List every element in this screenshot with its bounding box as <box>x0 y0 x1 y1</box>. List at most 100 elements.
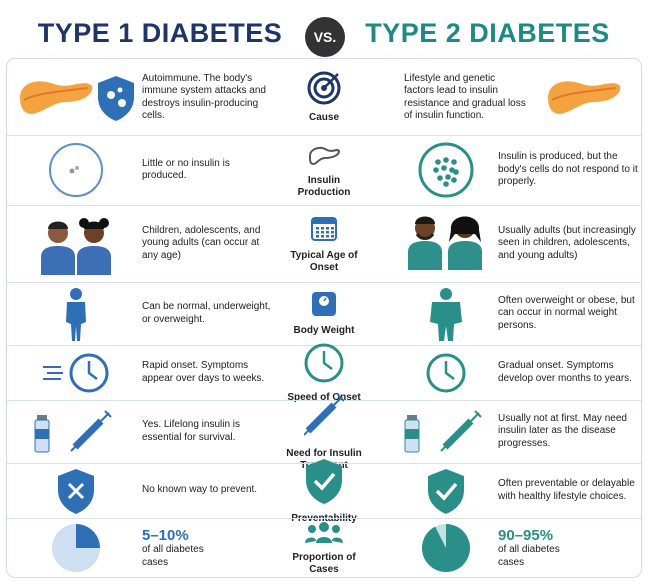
icon-path <box>429 301 462 341</box>
type2-icon <box>398 400 493 463</box>
criterion-icon <box>302 456 346 510</box>
type2-icon <box>526 60 638 135</box>
icon-svg <box>308 146 341 165</box>
icon-rect <box>331 235 334 238</box>
icon-path <box>442 418 473 449</box>
icon-svg <box>52 524 100 572</box>
icon-svg <box>307 71 341 105</box>
criterion-label: Typical Age of Onset <box>290 250 358 273</box>
icon-circle <box>418 142 473 198</box>
icon-path <box>322 351 333 370</box>
icon-circle <box>307 71 341 105</box>
icon-circle <box>319 521 329 532</box>
icon-rect <box>312 218 336 224</box>
type1-text: Can be normal, underweight, or overweigh… <box>142 301 271 325</box>
icon-path <box>323 297 327 302</box>
icon-g <box>303 394 345 436</box>
criterion-label: Insulin Production <box>297 174 351 198</box>
criterion-icon <box>303 391 345 445</box>
type2-text: Often preventable or delayable with heal… <box>498 478 635 502</box>
criterion-icon <box>307 71 341 109</box>
icon-path <box>551 86 617 101</box>
type1-highlight: 5–10% <box>142 527 189 544</box>
criterion: Proportion of Cases <box>282 518 366 578</box>
criterion: Need for Insulin Treatment <box>282 394 366 471</box>
icon-path <box>70 409 112 452</box>
icon-svg <box>58 468 94 514</box>
icon-path <box>66 301 86 341</box>
icon-rect <box>35 428 49 439</box>
type2-caption: of all diabetes cases <box>498 544 560 568</box>
type2-text: Usually adults (but increasingly seen in… <box>498 224 636 261</box>
type1-text: Yes. Lifelong insulin is essential for s… <box>142 419 241 443</box>
icon-path <box>414 216 435 224</box>
icon-svg <box>49 143 103 197</box>
icon-path <box>435 482 457 501</box>
icon-circle <box>79 217 89 228</box>
icon-rect <box>321 227 324 230</box>
icon-svg <box>426 353 465 392</box>
icon-g <box>69 353 109 392</box>
icon-path <box>313 472 336 491</box>
icon-path <box>439 409 482 452</box>
icon-path <box>84 221 104 229</box>
criterion: Body Weight <box>282 282 366 345</box>
criterion-icon <box>310 290 338 322</box>
icon-g <box>70 409 112 452</box>
icon-svg <box>312 292 336 316</box>
icon-div <box>14 68 138 128</box>
type2-title: TYPE 2 DIABETES <box>365 18 610 48</box>
icon-g <box>439 409 482 452</box>
type2-icon <box>398 518 493 578</box>
icon-rect <box>331 231 334 234</box>
icon-path <box>23 86 89 101</box>
criterion: Speed of Onset <box>282 343 366 403</box>
icon-rect <box>326 235 329 238</box>
type2-icon <box>398 345 493 400</box>
icon-path <box>308 146 341 165</box>
criterion-icon <box>309 213 339 247</box>
type2-icon <box>398 205 493 282</box>
icon-path <box>48 221 68 229</box>
type2-icon <box>398 282 493 345</box>
criterion-label: Body Weight <box>293 325 355 336</box>
type2-proportion: 90–95% of all diabetes cases <box>498 527 568 569</box>
type2-text: Often overweight or obese, but can occur… <box>498 294 635 331</box>
type1-text: 5–10% of all diabetes cases <box>142 518 274 578</box>
criterion-label: Cause <box>308 112 339 123</box>
type1-text: Autoimmune. The body's immune system att… <box>142 72 266 122</box>
icon-circle <box>450 159 457 165</box>
icon-rect <box>316 235 319 238</box>
row: Autoimmune. The body's immune system att… <box>6 60 642 135</box>
criterion-icon <box>302 341 346 389</box>
type1-proportion: 5–10% of all diabetes cases <box>142 527 212 569</box>
icon-svg <box>34 409 112 452</box>
row-separator <box>7 400 641 401</box>
row: Rapid onset. Symptoms appear over days t… <box>6 343 642 403</box>
row-separator <box>7 205 641 206</box>
icon-circle <box>308 524 316 533</box>
icon-svg <box>303 394 345 436</box>
icon-circle <box>75 166 79 170</box>
icon-circle <box>70 287 82 300</box>
type1-icon <box>16 463 136 518</box>
type1-text: Little or no insulin is produced. <box>142 157 230 182</box>
icon-path <box>43 365 63 380</box>
icon-path <box>448 216 481 242</box>
icon-g <box>426 353 465 392</box>
icon-svg <box>407 216 482 270</box>
icon-path <box>415 232 434 240</box>
icon-rect <box>321 235 324 238</box>
icon-path <box>323 73 339 89</box>
icon-svg <box>20 80 93 114</box>
icon-rect <box>326 227 329 230</box>
icon-rect <box>331 227 334 230</box>
icon-svg <box>306 459 342 504</box>
icon-circle <box>442 181 449 187</box>
icon-circle <box>452 169 459 175</box>
icon-svg <box>311 217 337 241</box>
icon-circle <box>332 524 340 533</box>
row: Can be normal, underweight, or overweigh… <box>6 282 642 345</box>
icon-path <box>76 524 100 548</box>
